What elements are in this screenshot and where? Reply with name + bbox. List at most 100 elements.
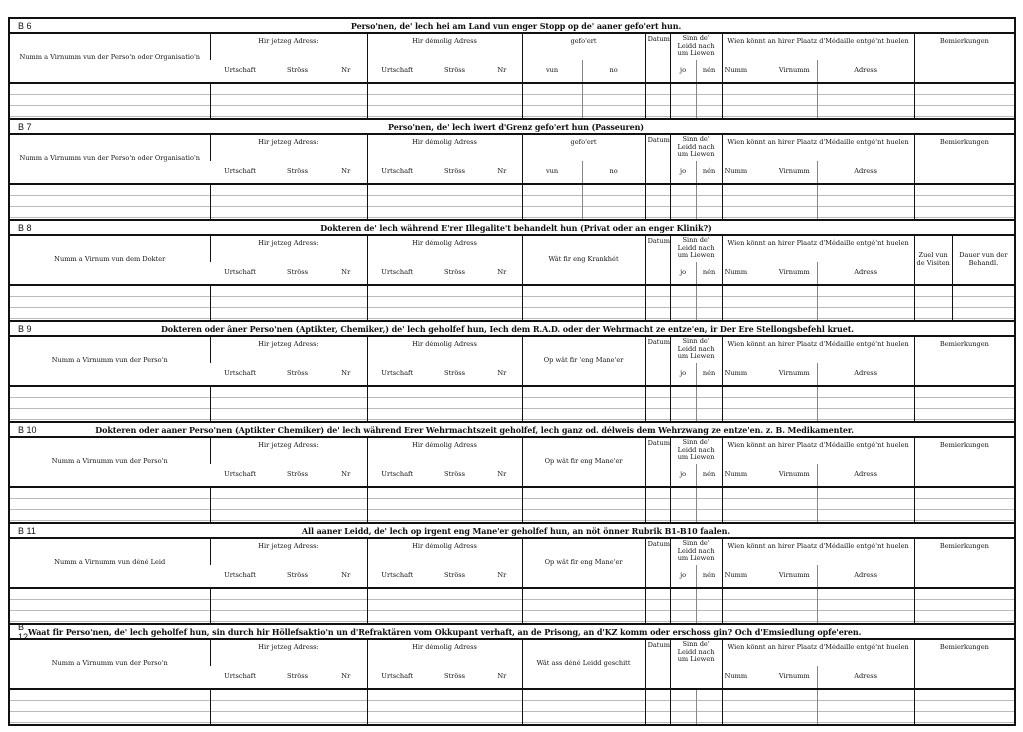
- entry-name[interactable]: [10, 284, 210, 320]
- entry-current-address[interactable]: [209, 82, 368, 118]
- entry-current-address[interactable]: [209, 385, 368, 421]
- entry-remarks[interactable]: [913, 486, 1015, 522]
- sub-nr: Nr: [341, 66, 351, 75]
- entry-no[interactable]: [695, 688, 723, 724]
- sub-nr: Nr: [341, 470, 351, 479]
- entry-former-address[interactable]: [366, 284, 523, 320]
- entry-date[interactable]: [644, 82, 671, 118]
- entry-no[interactable]: [695, 385, 723, 421]
- entry-middle[interactable]: [521, 587, 646, 623]
- entry-current-address[interactable]: [209, 486, 368, 522]
- entry-medal-address[interactable]: [816, 385, 915, 421]
- entry-remarks[interactable]: [913, 688, 1015, 724]
- entry-remarks[interactable]: [913, 82, 1015, 118]
- section-b9: B 9 Dokteren oder âner Perso'nen (Aptikt…: [10, 322, 1015, 423]
- entry-name[interactable]: [10, 183, 210, 219]
- entry-yes[interactable]: [669, 82, 697, 118]
- entry-former-address[interactable]: [366, 688, 523, 724]
- header-row: Numm a Virnum vun dem Dokter Hir jetzeg A…: [10, 236, 1015, 285]
- entry-medal-name[interactable]: [721, 587, 818, 623]
- entry-remarks[interactable]: [913, 385, 1015, 421]
- sub-address: Adress: [816, 666, 915, 689]
- entry-name[interactable]: [10, 82, 210, 118]
- entry-date[interactable]: [644, 385, 671, 421]
- sub-no: nén: [695, 262, 723, 285]
- entry-medal-name[interactable]: [721, 183, 818, 219]
- entry-current-address[interactable]: [209, 183, 368, 219]
- entry-middle[interactable]: [521, 284, 646, 320]
- entry-date[interactable]: [644, 587, 671, 623]
- date-header: Datum: [644, 337, 671, 386]
- entry-current-address[interactable]: [209, 284, 368, 320]
- entry-from[interactable]: [521, 183, 583, 219]
- sub-yes: jo: [669, 363, 697, 386]
- entry-duration[interactable]: [951, 284, 1015, 320]
- entry-middle[interactable]: [521, 385, 646, 421]
- section-title-bar: B 11 All aaner Leidd, de' lech op irgent…: [10, 524, 1014, 539]
- entry-former-address[interactable]: [366, 183, 523, 219]
- survival-header: Sinn de' Leidd nach um Liewen: [669, 135, 723, 161]
- entry-no[interactable]: [695, 486, 723, 522]
- entry-medal-name[interactable]: [721, 688, 818, 724]
- entry-medal-address[interactable]: [816, 688, 915, 724]
- entry-date[interactable]: [644, 183, 671, 219]
- name-column-header: Numm a Virnumm vun der Perso'n: [51, 356, 168, 365]
- entry-date[interactable]: [644, 486, 671, 522]
- entry-medal-name[interactable]: [721, 486, 818, 522]
- entry-visits[interactable]: [913, 284, 953, 320]
- entry-middle[interactable]: [521, 688, 646, 724]
- remarks-header: Bemierkungen: [913, 34, 1015, 83]
- sub-nr: Nr: [497, 571, 507, 580]
- sub-urtschaft: Urtschaft: [366, 565, 428, 588]
- entry-yes[interactable]: [669, 284, 697, 320]
- entry-medal-name[interactable]: [721, 82, 818, 118]
- entry-date[interactable]: [644, 284, 671, 320]
- entry-medal-address[interactable]: [816, 284, 915, 320]
- entry-current-address[interactable]: [209, 587, 368, 623]
- entry-medal-address[interactable]: [816, 486, 915, 522]
- entry-former-address[interactable]: [366, 82, 523, 118]
- entry-medal-address[interactable]: [816, 82, 915, 118]
- entry-yes[interactable]: [669, 587, 697, 623]
- entry-current-address[interactable]: [209, 688, 368, 724]
- entry-name[interactable]: [10, 385, 210, 421]
- entry-no[interactable]: [695, 183, 723, 219]
- header-row: Numm a Virnumm vun déné Leid Hir jetzeg A…: [10, 539, 1015, 588]
- entry-medal-name[interactable]: [721, 385, 818, 421]
- entry-no[interactable]: [695, 587, 723, 623]
- header-row: Numm a Virnumm vun der Perso'n Hir jetzeg…: [10, 337, 1015, 386]
- sub-no: nén: [695, 464, 723, 487]
- sub-urtschaft: Urtschaft: [366, 60, 428, 83]
- entry-no[interactable]: [695, 82, 723, 118]
- entry-yes[interactable]: [669, 486, 697, 522]
- entry-yes[interactable]: [669, 688, 697, 724]
- entry-former-address[interactable]: [366, 385, 523, 421]
- entry-name[interactable]: [10, 486, 210, 522]
- sub-stross: Ströss: [444, 369, 466, 378]
- section-b12: B 12 Waat fir Perso'nen, de' lech geholf…: [10, 622, 1015, 726]
- entry-from[interactable]: [521, 82, 583, 118]
- entry-former-address[interactable]: [366, 486, 523, 522]
- entry-remarks[interactable]: [913, 183, 1015, 219]
- section-b7: B 7 Perso'nen, de' lech iwert d'Grenz ge…: [10, 120, 1015, 221]
- entry-medal-address[interactable]: [816, 183, 915, 219]
- entry-medal-name[interactable]: [721, 284, 818, 320]
- table-row: [10, 587, 1015, 623]
- entry-to[interactable]: [581, 183, 646, 219]
- sub-address: Adress: [816, 565, 915, 588]
- entry-yes[interactable]: [669, 183, 697, 219]
- entry-to[interactable]: [581, 82, 646, 118]
- entry-middle[interactable]: [521, 486, 646, 522]
- entry-former-address[interactable]: [366, 587, 523, 623]
- sub-urtschaft: Urtschaft: [224, 672, 256, 681]
- entry-yes[interactable]: [669, 385, 697, 421]
- entry-medal-address[interactable]: [816, 587, 915, 623]
- middle-column-header: Op wât fir eng Mane'er: [521, 438, 646, 487]
- entry-no[interactable]: [695, 284, 723, 320]
- middle-column-header: Op wât fir 'eng Mane'er: [521, 337, 646, 386]
- former-address-header: Hir démolig Adress: [366, 438, 523, 464]
- entry-name[interactable]: [10, 587, 210, 623]
- entry-name[interactable]: [10, 688, 210, 724]
- entry-date[interactable]: [644, 688, 671, 724]
- entry-remarks[interactable]: [913, 587, 1015, 623]
